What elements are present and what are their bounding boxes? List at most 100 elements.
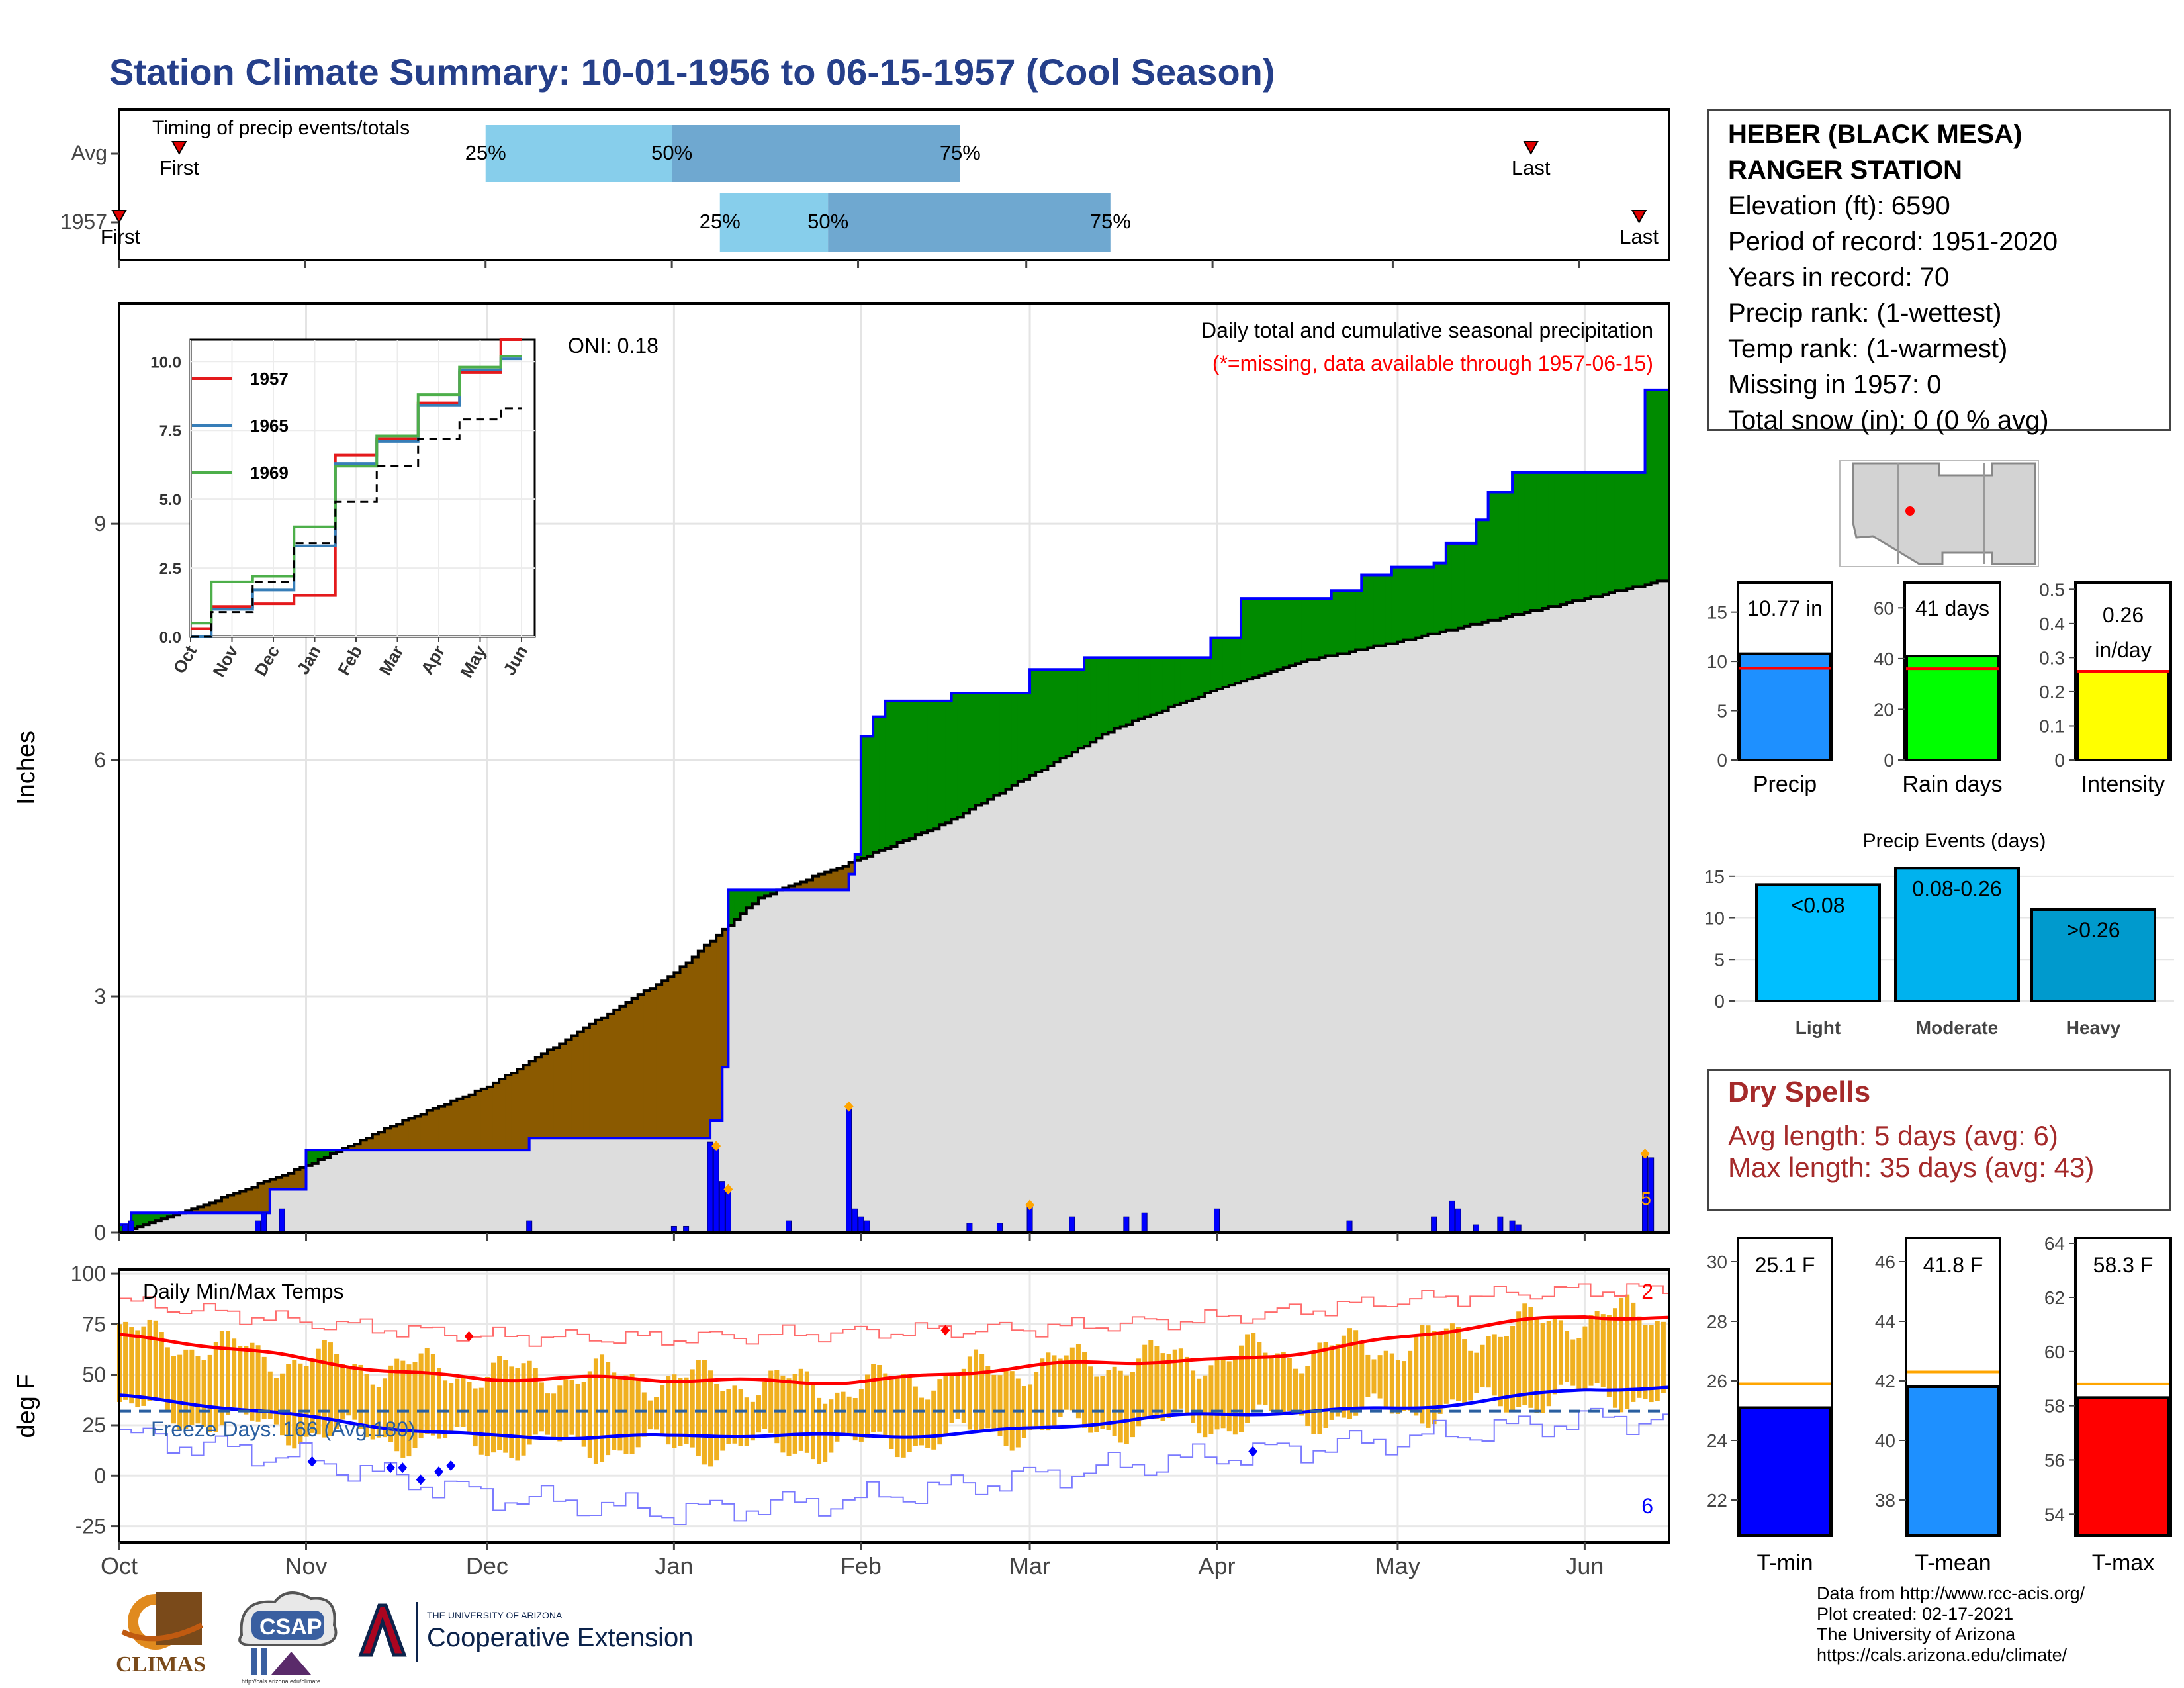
daily-temp-range-bar: [1088, 1366, 1093, 1433]
daily-temp-range-bar: [919, 1397, 925, 1446]
daily-temp-range-bar: [1034, 1372, 1039, 1428]
stat-y-tick-label: 5: [1717, 701, 1727, 722]
daily-temp-range-bar: [606, 1362, 611, 1456]
surplus-segment: [1506, 492, 1513, 616]
x-month-label: May: [1375, 1552, 1420, 1579]
events-bar: [1894, 867, 2020, 1002]
deficit-segment: [571, 1035, 578, 1139]
surplus-segment: [1608, 472, 1615, 593]
daily-temp-range-bar: [1540, 1323, 1545, 1413]
daily-temp-range-bar: [931, 1390, 936, 1450]
stat-category-label: Rain days: [1902, 772, 2002, 797]
surplus-segment: [1222, 637, 1230, 688]
deficit-segment: [228, 1195, 234, 1213]
record-low-count: 6: [1641, 1494, 1653, 1518]
daily-temp-range-bar: [1299, 1373, 1304, 1416]
daily-temp-range-bar: [1305, 1366, 1310, 1426]
surplus-segment: [987, 692, 994, 800]
daily-precip-bar: [1141, 1212, 1148, 1233]
deficit-segment: [722, 929, 729, 1068]
stat-bar: [1739, 652, 1831, 761]
daily-temp-range-bar: [1226, 1361, 1232, 1432]
deficit-segment: [668, 976, 674, 1139]
inset-y-tick-label: 10.0: [150, 353, 181, 371]
surplus-segment: [933, 700, 940, 829]
daily-temp-range-bar: [1275, 1353, 1280, 1415]
daily-temp-range-bar: [1160, 1353, 1165, 1421]
precip-y-tick-label: 0: [94, 1221, 106, 1244]
daily-temp-range-bar: [1426, 1325, 1431, 1428]
daily-temp-range-bar: [1232, 1357, 1238, 1435]
surplus-segment: [740, 890, 747, 914]
stat-y-tick-label: 58: [2044, 1396, 2065, 1417]
deficit-segment: [234, 1193, 240, 1213]
daily-temp-range-bar: [1347, 1328, 1353, 1419]
daily-temp-range-bar: [1456, 1327, 1461, 1401]
surplus-segment: [1397, 567, 1404, 642]
events-bar-label: >0.26: [2067, 918, 2120, 942]
surplus-segment: [758, 890, 765, 898]
daily-temp-range-bar: [418, 1353, 424, 1439]
deficit-segment: [698, 951, 705, 1139]
dry-spells-box: Dry Spells Avg length: 5 days (avg: 6) M…: [1707, 1069, 2171, 1211]
precip-events-chart: 0 5 10 15 <0.08 Light 0.08-0.26 Moderate >0.26 He…: [1704, 830, 2174, 1038]
extreme-event-marker: [711, 1141, 721, 1152]
surplus-segment: [891, 700, 898, 847]
deficit-segment: [656, 984, 662, 1139]
daily-temp-range-bar: [521, 1363, 526, 1456]
daily-temp-range-bar: [780, 1375, 786, 1453]
surplus-segment: [1060, 669, 1067, 759]
surplus-segment: [1428, 567, 1435, 634]
daily-temp-range-bar: [1214, 1358, 1220, 1430]
surplus-segment: [1530, 472, 1537, 611]
daily-temp-range-bar: [467, 1382, 472, 1435]
daily-temp-range-bar: [1263, 1352, 1268, 1405]
stat-panel-rain-days: 0 20 40 60 Rain days 41 days: [1874, 581, 2003, 797]
surplus-segment: [1596, 472, 1604, 597]
surplus-segment: [1319, 598, 1326, 658]
surplus-segment: [318, 1150, 325, 1160]
daily-temp-range-bar: [750, 1401, 755, 1441]
events-y-tick-label: 5: [1714, 949, 1725, 970]
precip-chart: 0 3 6 9 Inches Daily total and cumulative sea…: [13, 302, 1670, 1244]
daily-temp-range-bar: [1594, 1311, 1600, 1383]
daily-temp-range-bar: [1655, 1321, 1660, 1401]
daily-temp-range-bar: [449, 1383, 454, 1433]
deficit-segment: [825, 872, 831, 890]
surplus-segment: [1054, 669, 1061, 763]
record-min-line: [119, 1407, 1669, 1525]
daily-temp-range-bar: [708, 1370, 713, 1467]
daily-temp-range-bar: [267, 1371, 273, 1419]
daily-temp-range-bar: [213, 1342, 218, 1432]
deficit-segment: [637, 994, 645, 1139]
surplus-segment: [312, 1150, 319, 1164]
timing-p75-label: 75%: [1090, 210, 1131, 233]
events-category-label: Light: [1796, 1017, 1841, 1038]
daily-temp-range-bar: [250, 1342, 255, 1421]
deficit-segment: [625, 1002, 633, 1139]
surplus-segment: [1404, 567, 1410, 640]
surplus-segment: [770, 890, 777, 894]
station-info-box: HEBER (BLACK MESA) RANGER STATION Elevat…: [1707, 109, 2171, 435]
daily-temp-range-bar: [129, 1327, 134, 1404]
surplus-segment: [1228, 637, 1236, 686]
deficit-segment: [426, 1110, 433, 1150]
surplus-segment: [1162, 657, 1169, 711]
daily-temp-range-bar: [226, 1331, 231, 1415]
daily-temp-range-bar: [1576, 1338, 1582, 1390]
surplus-segment: [1470, 543, 1477, 624]
deficit-segment: [511, 1073, 518, 1150]
deficit-segment: [812, 876, 819, 890]
extreme-event-marker: [1025, 1199, 1035, 1211]
daily-temp-range-bar: [1136, 1358, 1142, 1427]
surplus-segment: [764, 890, 771, 896]
surplus-segment: [1590, 472, 1598, 597]
x-month-label: Dec: [466, 1552, 508, 1579]
daily-temp-range-bar: [443, 1380, 448, 1438]
daily-temp-range-bar: [503, 1360, 508, 1453]
surplus-segment: [1662, 389, 1670, 581]
daily-temp-range-bar: [1257, 1342, 1262, 1405]
temp-y-tick-label: 50: [82, 1363, 106, 1387]
daily-temp-range-bar: [1069, 1347, 1075, 1411]
daily-temp-range-bar: [1142, 1344, 1148, 1418]
